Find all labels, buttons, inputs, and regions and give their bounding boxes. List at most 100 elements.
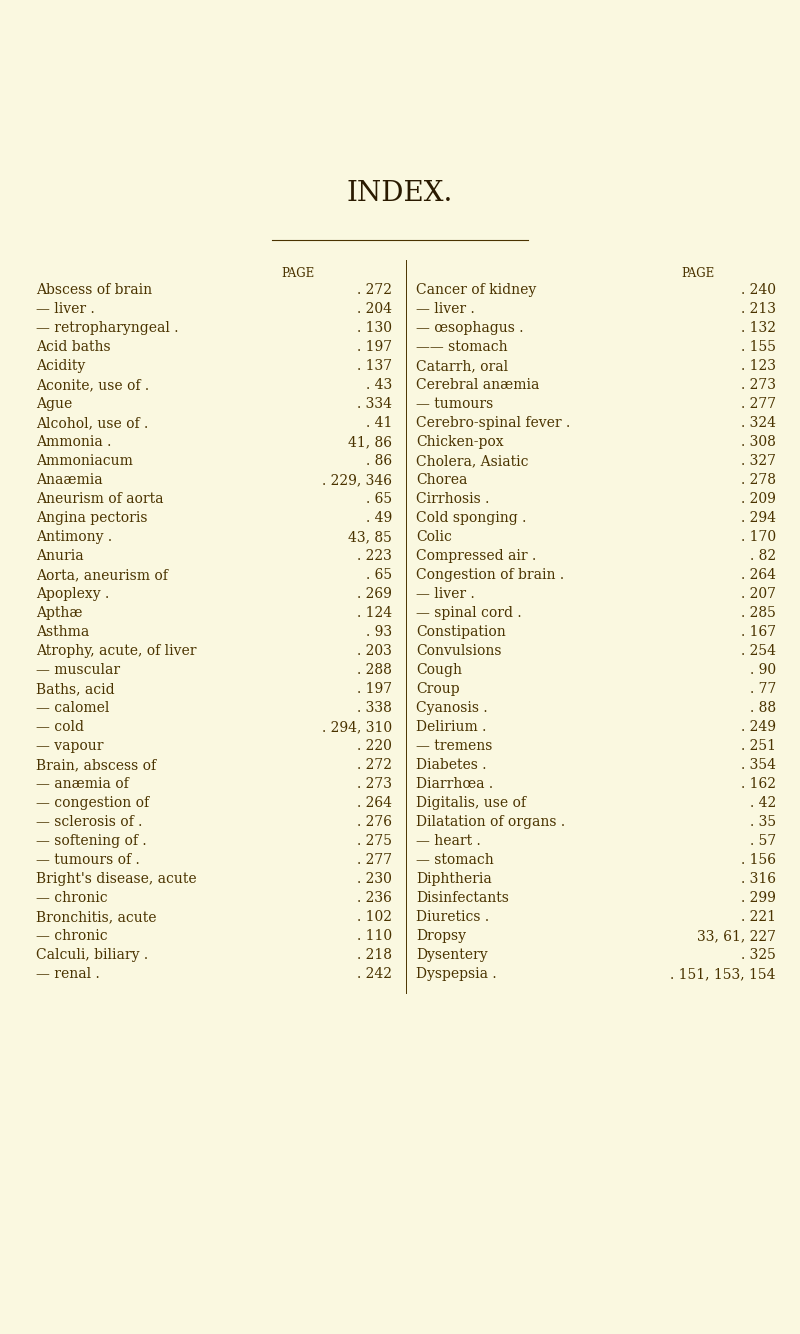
Text: . 272: . 272 [357, 758, 392, 772]
Text: . 41: . 41 [366, 416, 392, 430]
Text: . 278: . 278 [741, 474, 776, 487]
Text: . 218: . 218 [357, 948, 392, 962]
Text: — liver .: — liver . [416, 301, 474, 316]
Text: . 155: . 155 [741, 340, 776, 354]
Text: . 272: . 272 [357, 283, 392, 296]
Text: . 77: . 77 [750, 682, 776, 696]
Text: . 251: . 251 [741, 739, 776, 752]
Text: — softening of .: — softening of . [36, 834, 146, 848]
Text: . 249: . 249 [741, 720, 776, 734]
Text: . 132: . 132 [741, 320, 776, 335]
Text: Dropsy: Dropsy [416, 928, 466, 943]
Text: . 93: . 93 [366, 624, 392, 639]
Text: 41, 86: 41, 86 [348, 435, 392, 448]
Text: . 49: . 49 [366, 511, 392, 524]
Text: PAGE: PAGE [681, 267, 714, 280]
Text: — liver .: — liver . [416, 587, 474, 600]
Text: . 334: . 334 [357, 398, 392, 411]
Text: — calomel: — calomel [36, 702, 110, 715]
Text: . 204: . 204 [357, 301, 392, 316]
Text: —— stomach: —— stomach [416, 340, 508, 354]
Text: . 338: . 338 [357, 702, 392, 715]
Text: — liver .: — liver . [36, 301, 94, 316]
Text: . 308: . 308 [741, 435, 776, 448]
Text: Constipation: Constipation [416, 624, 506, 639]
Text: . 209: . 209 [741, 492, 776, 506]
Text: — renal .: — renal . [36, 967, 100, 980]
Text: . 229, 346: . 229, 346 [322, 474, 392, 487]
Text: . 230: . 230 [357, 872, 392, 886]
Text: . 236: . 236 [357, 891, 392, 904]
Text: . 88: . 88 [750, 702, 776, 715]
Text: . 316: . 316 [741, 872, 776, 886]
Text: . 86: . 86 [366, 454, 392, 468]
Text: — stomach: — stomach [416, 854, 494, 867]
Text: . 65: . 65 [366, 568, 392, 582]
Text: . 156: . 156 [741, 854, 776, 867]
Text: — chronic: — chronic [36, 891, 108, 904]
Text: . 167: . 167 [741, 624, 776, 639]
Text: . 264: . 264 [741, 568, 776, 582]
Text: . 57: . 57 [750, 834, 776, 848]
Text: Cerebral anæmia: Cerebral anæmia [416, 378, 539, 392]
Text: Ammonia .: Ammonia . [36, 435, 111, 448]
Text: . 294, 310: . 294, 310 [322, 720, 392, 734]
Text: Diuretics .: Diuretics . [416, 910, 489, 924]
Text: . 299: . 299 [741, 891, 776, 904]
Text: PAGE: PAGE [281, 267, 314, 280]
Text: Bright's disease, acute: Bright's disease, acute [36, 872, 197, 886]
Text: . 327: . 327 [741, 454, 776, 468]
Text: . 240: . 240 [741, 283, 776, 296]
Text: — chronic: — chronic [36, 928, 108, 943]
Text: . 65: . 65 [366, 492, 392, 506]
Text: . 223: . 223 [357, 550, 392, 563]
Text: . 221: . 221 [741, 910, 776, 924]
Text: — retropharyngeal .: — retropharyngeal . [36, 320, 178, 335]
Text: . 277: . 277 [741, 398, 776, 411]
Text: . 124: . 124 [357, 606, 392, 620]
Text: Calculi, biliary .: Calculi, biliary . [36, 948, 148, 962]
Text: Anaæmia: Anaæmia [36, 474, 102, 487]
Text: Ammoniacum: Ammoniacum [36, 454, 133, 468]
Text: Aneurism of aorta: Aneurism of aorta [36, 492, 163, 506]
Text: Chicken-pox: Chicken-pox [416, 435, 504, 448]
Text: . 264: . 264 [357, 796, 392, 810]
Text: Acidity: Acidity [36, 359, 86, 372]
Text: 33, 61, 227: 33, 61, 227 [697, 928, 776, 943]
Text: Diphtheria: Diphtheria [416, 872, 492, 886]
Text: . 220: . 220 [357, 739, 392, 752]
Text: Digitalis, use of: Digitalis, use of [416, 796, 526, 810]
Text: . 203: . 203 [357, 644, 392, 658]
Text: Ague: Ague [36, 398, 72, 411]
Text: Cirrhosis .: Cirrhosis . [416, 492, 490, 506]
Text: Aorta, aneurism of: Aorta, aneurism of [36, 568, 168, 582]
Text: . 82: . 82 [750, 550, 776, 563]
Text: Cold sponging .: Cold sponging . [416, 511, 526, 524]
Text: Compressed air .: Compressed air . [416, 550, 536, 563]
Text: Catarrh, oral: Catarrh, oral [416, 359, 508, 372]
Text: Brain, abscess of: Brain, abscess of [36, 758, 156, 772]
Text: — tremens: — tremens [416, 739, 492, 752]
Text: — sclerosis of .: — sclerosis of . [36, 815, 142, 828]
Text: — tumours of .: — tumours of . [36, 854, 140, 867]
Text: Cancer of kidney: Cancer of kidney [416, 283, 536, 296]
Text: Apthæ: Apthæ [36, 606, 82, 620]
Text: . 102: . 102 [357, 910, 392, 924]
Text: . 197: . 197 [357, 682, 392, 696]
Text: Bronchitis, acute: Bronchitis, acute [36, 910, 157, 924]
Text: — muscular: — muscular [36, 663, 120, 676]
Text: Cough: Cough [416, 663, 462, 676]
Text: . 43: . 43 [366, 378, 392, 392]
Text: Cyanosis .: Cyanosis . [416, 702, 488, 715]
Text: . 110: . 110 [357, 928, 392, 943]
Text: — anæmia of: — anæmia of [36, 776, 129, 791]
Text: Apoplexy .: Apoplexy . [36, 587, 110, 600]
Text: . 325: . 325 [741, 948, 776, 962]
Text: . 277: . 277 [357, 854, 392, 867]
Text: — spinal cord .: — spinal cord . [416, 606, 522, 620]
Text: Dyspepsia .: Dyspepsia . [416, 967, 497, 980]
Text: Aconite, use of .: Aconite, use of . [36, 378, 149, 392]
Text: . 276: . 276 [357, 815, 392, 828]
Text: Convulsions: Convulsions [416, 644, 502, 658]
Text: Antimony .: Antimony . [36, 530, 112, 544]
